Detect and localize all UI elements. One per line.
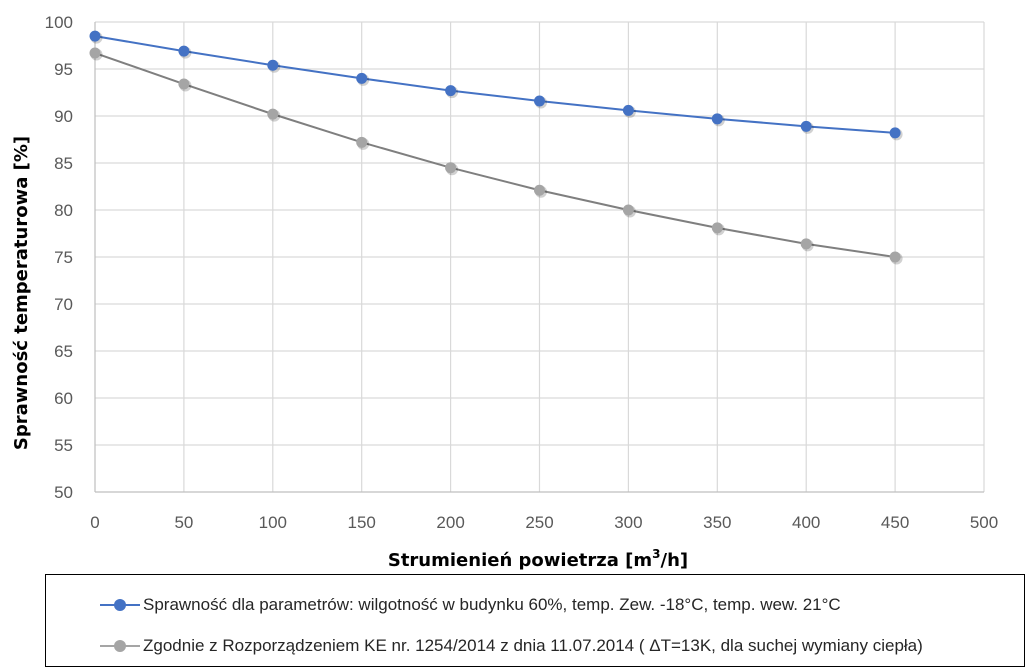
legend-swatch-series-1: [100, 598, 140, 612]
y-tick-label: 90: [54, 107, 73, 126]
data-point: [889, 127, 901, 139]
x-tick-label: 150: [348, 513, 376, 532]
data-point: [356, 72, 368, 84]
data-point: [711, 222, 723, 234]
data-point: [534, 184, 545, 196]
data-point: [711, 113, 723, 125]
y-tick-label: 65: [54, 342, 73, 361]
x-tick-label: 200: [436, 513, 464, 532]
legend: Sprawność dla parametrów: wilgotność w b…: [45, 574, 1025, 667]
data-point: [800, 120, 812, 132]
legend-label-series-1: Sprawność dla parametrów: wilgotność w b…: [143, 595, 841, 614]
data-point: [534, 95, 545, 107]
x-tick-label: 300: [614, 513, 642, 532]
y-tick-label: 75: [54, 248, 73, 267]
data-point: [178, 45, 190, 57]
gridlines: [95, 21, 985, 492]
series-line: [94, 35, 896, 134]
x-tick-label: 500: [970, 513, 998, 532]
data-point: [445, 162, 457, 174]
x-tick-label: 450: [881, 513, 909, 532]
y-tick-label: 70: [54, 295, 73, 314]
x-tick-label: 250: [525, 513, 553, 532]
y-tick-label: 80: [54, 201, 73, 220]
data-point: [356, 136, 368, 148]
y-tick-label: 95: [54, 60, 73, 79]
x-tick-label: 100: [259, 513, 287, 532]
y-tick-label: 50: [54, 483, 73, 502]
x-tick-label: 0: [90, 513, 99, 532]
legend-item-series-1: Sprawność dla parametrów: wilgotność w b…: [46, 590, 841, 620]
y-tick-label: 85: [54, 154, 73, 173]
data-point: [889, 251, 901, 263]
x-axis-title-tail: /h]: [661, 550, 689, 571]
data-point: [178, 78, 190, 90]
y-tick-label: 55: [54, 436, 73, 455]
series-1: [89, 30, 903, 141]
legend-item-series-2: Zgodnie z Rozporządzeniem KE nr. 1254/20…: [46, 631, 923, 661]
legend-label-series-2: Zgodnie z Rozporządzeniem KE nr. 1254/20…: [143, 636, 923, 655]
legend-swatch-series-2: [100, 639, 140, 653]
series-line: [94, 52, 896, 258]
series: [89, 30, 903, 265]
line-chart: 50 55 60 65 70 75 80 85 90 95 100 0 50 100 150 200 250 3…: [11, 13, 998, 571]
y-axis-title: Sprawność temperaturowa [%]: [11, 136, 32, 450]
data-point: [445, 85, 457, 97]
data-point: [267, 108, 279, 120]
axes: [94, 22, 984, 493]
data-point: [800, 238, 812, 250]
series-2: [89, 47, 903, 265]
y-tick-label: 100: [45, 13, 73, 32]
y-tick-labels: 50 55 60 65 70 75 80 85 90 95 100: [45, 13, 73, 502]
data-point: [89, 30, 101, 42]
x-axis-title-superscript: 3: [652, 547, 660, 561]
data-point: [267, 59, 279, 71]
data-point: [622, 204, 634, 216]
data-point: [89, 47, 101, 59]
x-tick-label: 50: [174, 513, 193, 532]
y-tick-label: 60: [54, 389, 73, 408]
x-tick-labels: 0 50 100 150 200 250 300 350 400 450 500: [90, 513, 998, 532]
x-axis-title-main: Strumienień powietrza [m: [388, 550, 652, 571]
x-tick-label: 350: [703, 513, 731, 532]
data-point: [622, 104, 634, 116]
x-tick-label: 400: [792, 513, 820, 532]
x-axis-title: Strumienień powietrza [m3/h]: [388, 547, 688, 571]
